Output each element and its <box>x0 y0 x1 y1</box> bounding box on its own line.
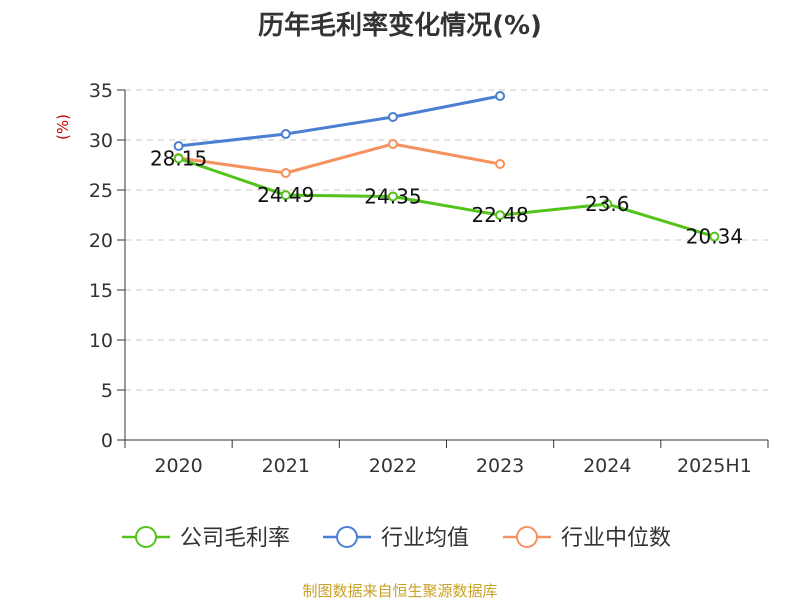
data-point <box>280 129 291 139</box>
legend-marker <box>516 526 538 548</box>
data-point <box>387 191 398 202</box>
legend-item-0[interactable]: 公司毛利率 <box>122 526 290 551</box>
gridlines <box>125 89 768 391</box>
data-point <box>602 199 613 209</box>
legend-marker <box>135 526 157 548</box>
series-line-1 <box>178 94 501 148</box>
legend[interactable]: 公司毛利率 行业均值 行业中位数 <box>122 526 671 551</box>
data-point <box>495 91 506 101</box>
axes: 0 5 10 15 20 25 30 35 2020 2021 2022 2023 2024 2025H1 <box>89 80 769 477</box>
y-tick-label: 15 <box>89 280 113 302</box>
x-tick-label: 2025H1 <box>677 455 752 477</box>
data-point <box>495 210 506 221</box>
chart-title: 历年毛利率变化情况(%) <box>258 10 542 41</box>
x-tick-label: 2021 <box>262 455 310 477</box>
data-point <box>387 139 398 149</box>
y-tick-label: 0 <box>101 430 113 452</box>
series-line-0 <box>178 157 715 239</box>
data-point <box>280 190 291 201</box>
legend-label: 行业均值 <box>381 526 469 551</box>
y-tick-label: 35 <box>89 80 113 102</box>
legend-item-2[interactable]: 行业中位数 <box>503 526 671 551</box>
data-point <box>173 153 184 164</box>
data-label: 24.49 <box>257 183 314 207</box>
x-tick-label: 2023 <box>476 455 524 477</box>
x-tick-label: 2020 <box>154 455 202 477</box>
series-lines <box>173 91 720 242</box>
series-line-2 <box>178 142 501 175</box>
x-tick-label: 2022 <box>369 455 417 477</box>
data-point <box>387 112 398 122</box>
y-tick-label: 10 <box>89 330 113 352</box>
legend-item-1[interactable]: 行业均值 <box>323 526 469 551</box>
data-label: 22.48 <box>471 203 528 227</box>
data-labels: 28.15 24.49 24.35 22.48 23.6 20.34 <box>150 147 743 249</box>
data-point <box>173 141 184 151</box>
data-label: 24.35 <box>364 185 421 209</box>
data-label: 28.15 <box>150 147 207 171</box>
y-tick-label: 5 <box>101 380 113 402</box>
data-point <box>709 231 720 242</box>
legend-label: 行业中位数 <box>561 526 671 551</box>
data-point <box>280 168 291 178</box>
y-tick-label: 25 <box>89 180 113 202</box>
y-tick-label: 30 <box>89 130 113 152</box>
y-tick-label: 20 <box>89 230 113 252</box>
data-point <box>495 159 506 169</box>
legend-marker <box>336 526 358 548</box>
y-axis-label: (%) <box>54 114 72 140</box>
x-tick-label: 2024 <box>583 455 631 477</box>
source-note: 制图数据来自恒生聚源数据库 <box>302 582 497 600</box>
legend-label: 公司毛利率 <box>180 526 290 551</box>
data-label: 23.6 <box>585 192 630 216</box>
data-label: 20.34 <box>686 225 743 249</box>
